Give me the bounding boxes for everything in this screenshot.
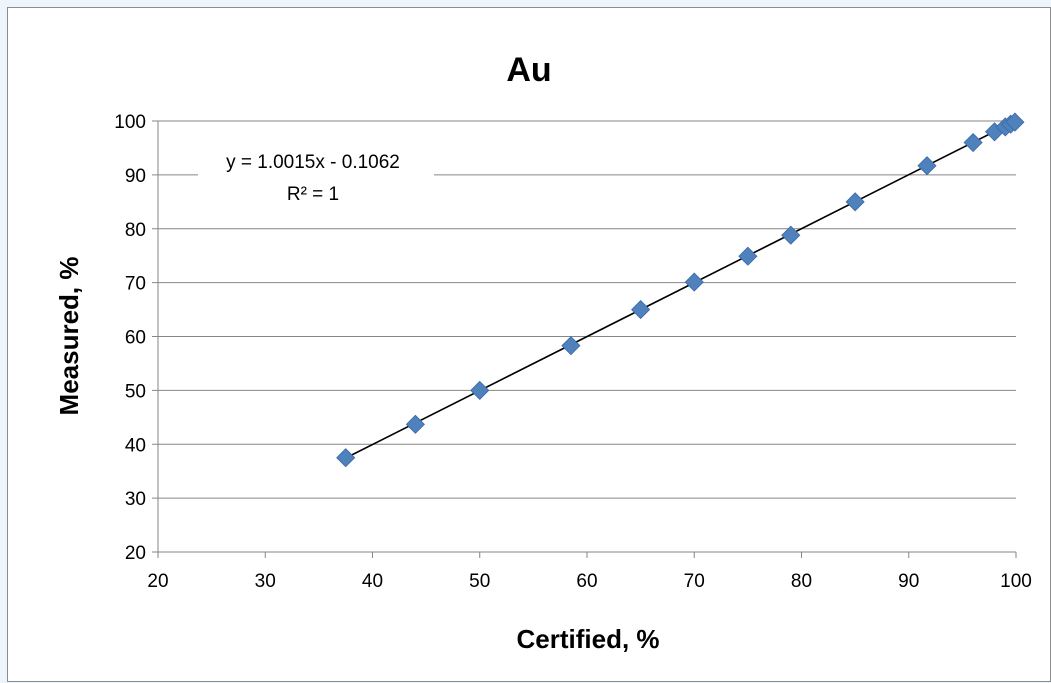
x-tick-label: 40	[362, 571, 383, 592]
data-point-marker	[963, 132, 983, 153]
y-tick-label: 80	[125, 220, 146, 241]
axes	[152, 120, 1017, 558]
x-tick-label: 50	[469, 571, 490, 592]
chart-title: Au	[506, 51, 551, 89]
x-tick-label: 20	[147, 571, 168, 592]
trendline	[345, 120, 1017, 459]
chart-area: 20 30 40 50 60 70 80 90 100 20 30 40 50 60 70 80 90 100 y…	[7, 7, 1051, 682]
y-tick-label: 100	[114, 112, 146, 133]
x-tick-label: 80	[791, 571, 812, 592]
data-point-marker	[336, 448, 356, 468]
data-point-marker	[405, 414, 425, 434]
data-point-marker	[561, 336, 581, 356]
data-point-marker	[781, 225, 801, 245]
y-tick-label: 50	[125, 381, 146, 402]
y-tick-label: 60	[125, 328, 146, 349]
y-tick-label: 20	[125, 543, 146, 564]
trendline-label-background	[198, 145, 434, 217]
x-tick-label: 100	[1000, 571, 1032, 592]
x-tick-label: 90	[898, 571, 919, 592]
data-point-marker	[845, 192, 865, 212]
y-axis-title: Measured, %	[54, 257, 84, 416]
data-point-marker	[917, 156, 937, 176]
tick-labels: 20 30 40 50 60 70 80 90 100 20 30 40 50 60 70 80 90 100	[114, 112, 1032, 592]
data-point-marker	[1005, 112, 1025, 132]
trendline-r-squared: R² = 1	[287, 184, 339, 205]
y-tick-label: 70	[125, 274, 146, 295]
scatter-chart: 20 30 40 50 60 70 80 90 100 20 30 40 50 60 70 80 90 100 y…	[54, 51, 1032, 654]
x-tick-label: 70	[684, 571, 705, 592]
y-tick-label: 30	[125, 489, 146, 510]
x-tick-label: 30	[255, 571, 276, 592]
data-point-marker	[684, 272, 704, 292]
trendline-equation: y = 1.0015x - 0.1062	[226, 152, 400, 173]
y-tick-label: 90	[125, 166, 146, 187]
trendline-layer	[345, 120, 1017, 459]
data-point-marker	[470, 380, 490, 400]
x-tick-label: 60	[576, 571, 597, 592]
data-points	[336, 112, 1025, 468]
y-tick-label: 40	[125, 435, 146, 456]
x-axis-title: Certified, %	[516, 624, 659, 654]
data-point-marker	[631, 299, 651, 320]
data-point-marker	[738, 246, 758, 266]
